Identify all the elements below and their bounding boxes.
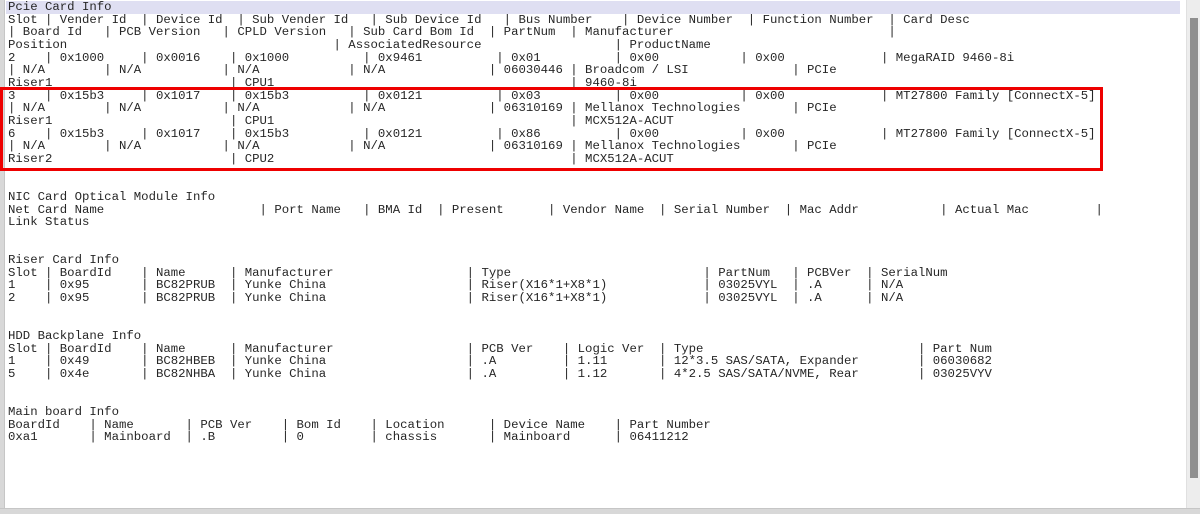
scrollbar-thumb[interactable] bbox=[1190, 18, 1198, 478]
terminal-blank-line bbox=[6, 305, 1180, 318]
terminal-line: | N/A | N/A | N/A | N/A | 06310169 | Mel… bbox=[8, 139, 837, 154]
terminal-blank-line bbox=[6, 317, 1180, 330]
terminal-line: Riser1 | CPU1 | 9460-8i bbox=[8, 75, 637, 90]
window-frame-bottom bbox=[0, 508, 1200, 514]
terminal-blank-line bbox=[6, 381, 1180, 394]
terminal-line: | Board Id | PCB Version | CPLD Version … bbox=[8, 25, 896, 40]
terminal-line: Slot | Vender Id | Device Id | Sub Vende… bbox=[8, 12, 970, 27]
terminal-line: 2 | 0x1000 | 0x0016 | 0x1000 | 0x9461 | … bbox=[8, 50, 1015, 65]
terminal-line: Riser2 | CPU2 | MCX512A-ACUT bbox=[8, 151, 674, 166]
terminal-line: | N/A | N/A | N/A | N/A | 06310169 | Mel… bbox=[8, 101, 837, 116]
terminal-line: 3 | 0x15b3 | 0x1017 | 0x15b3 | 0x0121 | … bbox=[8, 88, 1096, 103]
terminal-line: Net Card Name | Port Name | BMA Id | Pre… bbox=[8, 202, 1103, 217]
terminal-line: Slot | BoardId | Name | Manufacturer | T… bbox=[8, 265, 948, 280]
terminal-blank-line bbox=[6, 178, 1180, 191]
terminal-line: 5 | 0x4e | BC82NHBA | Yunke China | .A |… bbox=[8, 367, 992, 382]
terminal-line: BoardId | Name | PCB Ver | Bom Id | Loca… bbox=[8, 417, 711, 432]
terminal-line: Slot | BoardId | Name | Manufacturer | P… bbox=[8, 341, 992, 356]
terminal-blank-line bbox=[6, 393, 1180, 406]
terminal-output: Pcie Card Info Slot | Vender Id | Device … bbox=[6, 1, 1180, 507]
terminal-blank-line bbox=[6, 241, 1180, 254]
terminal-line: Position | AssociatedResource | ProductN… bbox=[8, 37, 711, 52]
section-title-riser-card-info: Riser Card Info bbox=[8, 253, 119, 268]
terminal-line: 6 | 0x15b3 | 0x1017 | 0x15b3 | 0x0121 | … bbox=[8, 126, 1096, 141]
terminal-line: Riser1 | CPU1 | MCX512A-ACUT bbox=[8, 113, 674, 128]
terminal-line: Link Status bbox=[8, 215, 90, 230]
section-title-pcie-card-info: Pcie Card Info bbox=[6, 1, 1180, 14]
vertical-scrollbar[interactable] bbox=[1186, 0, 1200, 508]
section-title-main-board-info: Main board Info bbox=[8, 405, 119, 419]
terminal-line: 1 | 0x95 | BC82PRUB | Yunke China | Rise… bbox=[8, 278, 904, 293]
window-frame-left bbox=[0, 0, 5, 508]
terminal-line: 2 | 0x95 | BC82PRUB | Yunke China | Rise… bbox=[8, 291, 904, 306]
terminal-line: 0xa1 | Mainboard | .B | 0 | chassis | Ma… bbox=[8, 430, 689, 445]
section-title-hdd-backplane-info: HDD Backplane Info bbox=[8, 329, 142, 344]
terminal-blank-line bbox=[6, 166, 1180, 179]
terminal-line: 1 | 0x49 | BC82HBEB | Yunke China | .A |… bbox=[8, 354, 992, 369]
section-title-nic-card-optical-module-info: NIC Card Optical Module Info bbox=[8, 189, 216, 204]
terminal-blank-line bbox=[6, 229, 1180, 242]
terminal-line: | N/A | N/A | N/A | N/A | 06030446 | Bro… bbox=[8, 63, 837, 78]
